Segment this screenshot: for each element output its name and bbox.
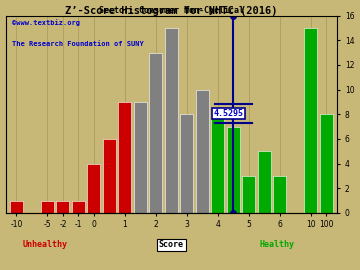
Title: Z’-Score Histogram for NHTC (2016): Z’-Score Histogram for NHTC (2016) — [65, 6, 278, 16]
Text: Unhealthy: Unhealthy — [23, 241, 68, 249]
Bar — [227, 127, 240, 213]
Bar — [211, 114, 224, 213]
Text: Score: Score — [159, 241, 184, 249]
Bar — [242, 176, 256, 213]
Bar — [258, 151, 271, 213]
Bar — [10, 201, 23, 213]
Bar — [118, 102, 131, 213]
Bar — [180, 114, 193, 213]
Bar — [196, 90, 209, 213]
Bar — [103, 139, 116, 213]
Bar — [87, 164, 100, 213]
Bar — [41, 201, 54, 213]
Bar — [273, 176, 287, 213]
Bar — [165, 28, 178, 213]
Text: ©www.textbiz.org: ©www.textbiz.org — [12, 19, 80, 26]
Bar — [134, 102, 147, 213]
Text: Sector: Consumer Non-Cyclical: Sector: Consumer Non-Cyclical — [99, 6, 244, 15]
Bar — [149, 53, 162, 213]
Bar — [320, 114, 333, 213]
Text: The Research Foundation of SUNY: The Research Foundation of SUNY — [12, 41, 144, 47]
Text: Healthy: Healthy — [260, 241, 295, 249]
Bar — [72, 201, 85, 213]
Bar — [304, 28, 318, 213]
Text: 4.5295: 4.5295 — [214, 109, 244, 118]
Bar — [56, 201, 69, 213]
